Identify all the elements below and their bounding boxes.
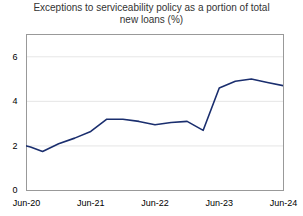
svg-text:0: 0 bbox=[12, 185, 17, 195]
html-text:Exceptions to serviceability p: Exceptions to serviceability policy as a… bbox=[33, 2, 270, 13]
html-text:new loans (%): new loans (%) bbox=[119, 14, 184, 25]
svg-text:4: 4 bbox=[12, 96, 17, 106]
svg-text:Jun-21: Jun-21 bbox=[77, 198, 105, 208]
svg-text:2: 2 bbox=[12, 141, 17, 151]
svg-text:Jun-23: Jun-23 bbox=[205, 198, 233, 208]
svg-text:6: 6 bbox=[12, 52, 17, 62]
svg-text:Jun-24: Jun-24 bbox=[270, 198, 298, 208]
svg-text:Jun-20: Jun-20 bbox=[13, 198, 41, 208]
svg-text:Jun-22: Jun-22 bbox=[141, 198, 169, 208]
